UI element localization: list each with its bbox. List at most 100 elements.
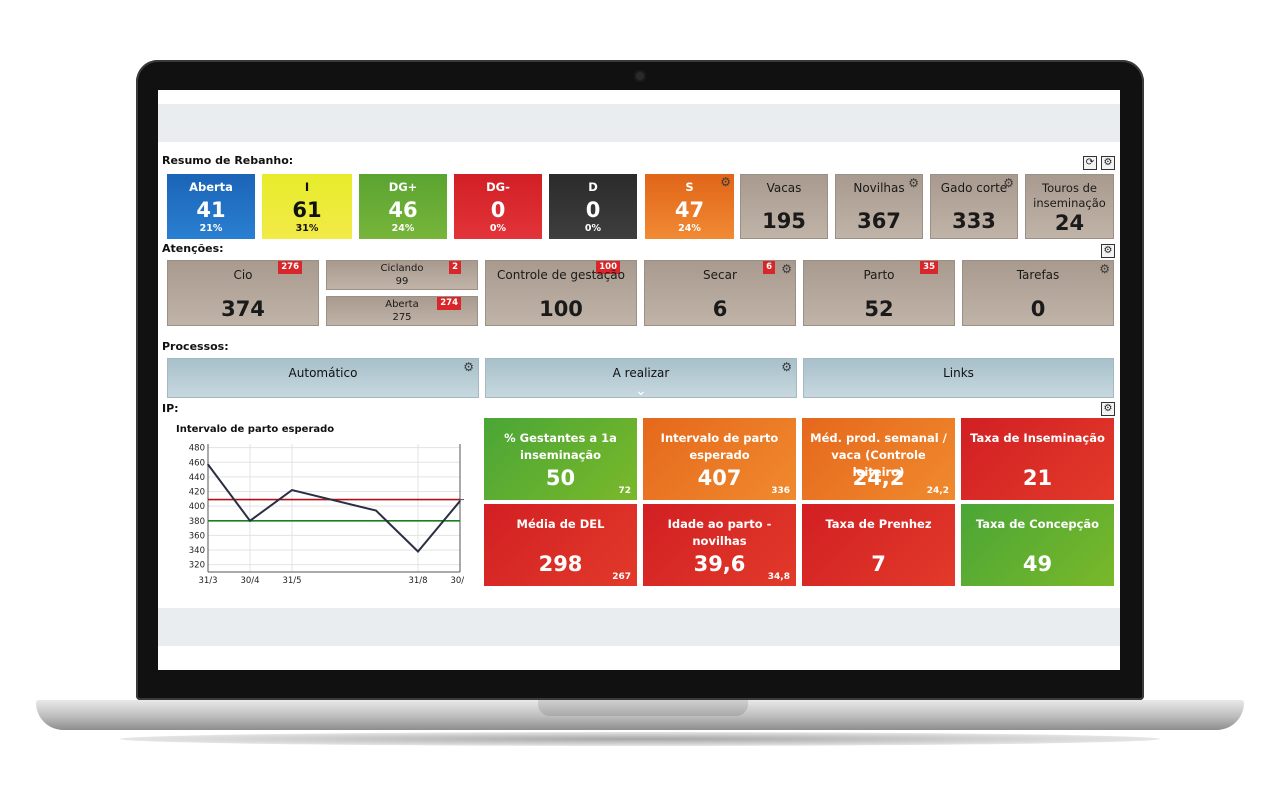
tile-value: 0	[585, 198, 601, 222]
tile-title: Parto	[863, 268, 895, 282]
tile-aberta[interactable]: Aberta 41 21%	[167, 174, 255, 239]
gear-icon[interactable]: ⚙	[1003, 176, 1014, 190]
data-point	[417, 550, 419, 553]
tile-i[interactable]: I 61 31%	[262, 174, 352, 239]
process-label: Links	[943, 366, 974, 380]
tile-d[interactable]: D 0 0%	[549, 174, 637, 239]
y-tick-label: 480	[189, 444, 205, 454]
count-badge: 35	[920, 261, 938, 274]
tile-title: Controle de gestação	[497, 268, 625, 282]
processes-label: Processos:	[162, 340, 229, 353]
count-badge: 6	[763, 261, 775, 274]
tile-value: 100	[539, 297, 583, 321]
data-point	[459, 500, 461, 502]
tile-title: Touros de inseminação	[1033, 181, 1106, 210]
gear-icon[interactable]: ⚙	[463, 360, 474, 374]
gear-icon[interactable]: ⚙	[908, 176, 919, 190]
ip-chart: Intervalo de parto esperado 320 340 360 380 4…	[168, 416, 483, 588]
process-label: A realizar	[612, 366, 670, 380]
x-tick-label: 31/3	[198, 576, 217, 586]
tile-title: Tarefas	[1016, 268, 1060, 282]
y-tick-label: 340	[189, 546, 205, 556]
tile-value: 374	[221, 297, 265, 321]
process-automatico[interactable]: ⚙ Automático	[167, 358, 479, 398]
kpi-value: 49	[1022, 552, 1053, 576]
tile-novilhas[interactable]: ⚙ Novilhas 367	[835, 174, 923, 239]
tile-value: 6	[712, 297, 728, 321]
tile-cio[interactable]: 276 Cio 374	[167, 260, 319, 326]
tile-vacas[interactable]: Vacas 195	[740, 174, 828, 239]
tile-controle-gestacao[interactable]: 100 Controle de gestação 100	[485, 260, 637, 326]
kpi-value: 21	[1022, 466, 1053, 490]
kpi-value: 24,2	[852, 466, 905, 490]
count-badge: 100	[596, 261, 620, 274]
tile-title: Gado corte	[940, 181, 1008, 195]
process-a-realizar[interactable]: ⚙ A realizar ⌄	[485, 358, 797, 399]
laptop-shadow	[120, 732, 1160, 746]
tile-value: 61	[292, 198, 322, 222]
kpi-gestantes[interactable]: % Gestantes a 1a inseminação 50 72	[484, 418, 637, 500]
kpi-prod-semanal[interactable]: Méd. prod. semanal / vaca (Controle leit…	[802, 418, 955, 500]
chart-title: Intervalo de parto esperado	[176, 424, 334, 435]
tile-title: Ciclando	[380, 263, 424, 274]
y-tick-label: 400	[189, 502, 205, 512]
refresh-icon[interactable]: ⟳	[1083, 156, 1097, 170]
x-tick-label: 31/8	[408, 576, 427, 586]
tile-title: Secar	[703, 268, 737, 282]
top-band	[158, 104, 1120, 142]
kpi-small: 267	[612, 572, 631, 582]
kpi-media-del[interactable]: Média de DEL 298 267	[484, 504, 637, 586]
kpi-taxa-concepcao[interactable]: Taxa de Concepção 49	[961, 504, 1114, 586]
tile-touros[interactable]: Touros de inseminação 24	[1025, 174, 1114, 239]
tile-value: 195	[762, 209, 806, 233]
tile-ciclando[interactable]: 2 Ciclando 99	[326, 260, 478, 290]
settings-gear-icon[interactable]: ⚙	[1101, 244, 1115, 258]
y-tick-label: 380	[189, 517, 205, 527]
tile-secar[interactable]: ⚙ 6 Secar 6	[644, 260, 796, 326]
tile-title: Aberta	[189, 180, 233, 194]
tile-dg-plus[interactable]: DG+ 46 24%	[359, 174, 447, 239]
camera	[634, 70, 646, 82]
tile-tarefas[interactable]: ⚙ Tarefas 0	[962, 260, 1114, 326]
tile-title: Vacas	[766, 181, 802, 195]
kpi-title: Média de DEL	[516, 517, 605, 531]
chevron-down-icon[interactable]: ⌄	[635, 383, 647, 399]
tile-title: S	[685, 180, 694, 194]
tile-s[interactable]: ⚙ S 47 24%	[645, 174, 734, 239]
kpi-idade-parto[interactable]: Idade ao parto - novilhas 39,6 34,8	[643, 504, 796, 586]
tile-aberta-attention[interactable]: 274 Aberta 275	[326, 296, 478, 326]
tile-parto[interactable]: 35 Parto 52	[803, 260, 955, 326]
x-tick-label: 30/9	[450, 576, 464, 586]
gear-icon[interactable]: ⚙	[781, 262, 792, 276]
dashboard-screen: Resumo de Rebanho: ⟳ ⚙ Aberta 41 21% I 6…	[158, 90, 1120, 670]
gear-icon[interactable]: ⚙	[781, 360, 792, 374]
y-tick-label: 360	[189, 531, 205, 541]
process-links[interactable]: Links	[803, 358, 1114, 398]
kpi-taxa-inseminacao[interactable]: Taxa de Inseminação 21	[961, 418, 1114, 500]
tile-title: DG-	[486, 180, 510, 194]
tile-gado-corte[interactable]: ⚙ Gado corte 333	[930, 174, 1018, 239]
x-tick-label: 30/4	[240, 576, 259, 586]
tile-value: 99	[395, 276, 409, 287]
kpi-small: 34,8	[767, 572, 790, 582]
data-point	[291, 489, 293, 491]
data-point	[249, 520, 251, 522]
kpi-title: Taxa de Prenhez	[825, 517, 932, 531]
tile-dg-minus[interactable]: DG- 0 0%	[454, 174, 542, 239]
kpi-taxa-prenhez[interactable]: Taxa de Prenhez 7	[802, 504, 955, 586]
settings-gear-icon[interactable]: ⚙	[1101, 402, 1115, 416]
gear-icon[interactable]: ⚙	[720, 175, 731, 189]
laptop-notch	[538, 700, 748, 716]
kpi-title: Intervalo de parto esperado	[660, 431, 779, 462]
settings-gear-icon[interactable]: ⚙	[1101, 156, 1115, 170]
kpi-small: 336	[771, 486, 790, 496]
tile-title: DG+	[388, 180, 418, 194]
tile-value: 52	[864, 297, 894, 321]
tile-value: 24	[1054, 211, 1085, 235]
kpi-title: % Gestantes a 1a inseminação	[504, 431, 617, 462]
gear-icon[interactable]: ⚙	[1099, 262, 1110, 276]
kpi-intervalo-parto[interactable]: Intervalo de parto esperado 407 336	[643, 418, 796, 500]
process-label: Automático	[288, 366, 358, 380]
kpi-value: 407	[697, 466, 742, 490]
kpi-value: 50	[545, 466, 576, 490]
